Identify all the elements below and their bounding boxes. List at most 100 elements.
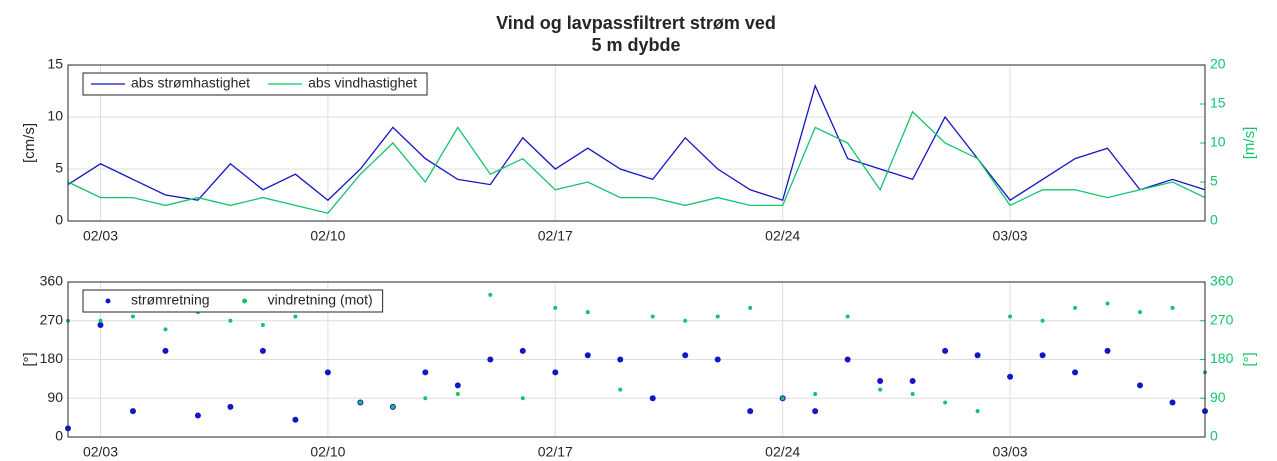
point [358, 400, 363, 405]
x-tick-label: 02/24 [765, 444, 800, 460]
point [227, 403, 234, 410]
point [878, 387, 883, 392]
point [975, 409, 980, 414]
point [454, 382, 461, 389]
y2-axis-label: [m/s] [1241, 127, 1258, 160]
y-tick-label: 0 [55, 428, 63, 444]
point [650, 314, 655, 319]
point [1169, 399, 1176, 406]
y2-tick-label: 90 [1210, 389, 1226, 405]
point [390, 404, 395, 409]
point [682, 352, 689, 359]
point [260, 323, 265, 328]
point [909, 378, 916, 385]
point [97, 322, 104, 329]
x-tick-label: 03/03 [993, 228, 1028, 244]
point [553, 305, 558, 310]
x-tick-label: 02/03 [83, 228, 118, 244]
point [812, 408, 819, 415]
point [1170, 305, 1175, 310]
legend-box [82, 72, 428, 96]
point [1072, 369, 1079, 376]
y2-tick-label: 270 [1210, 311, 1234, 327]
point [844, 356, 851, 363]
point [293, 314, 298, 319]
legend-label: strømretning [131, 292, 210, 308]
point [747, 408, 754, 415]
axes-box [67, 281, 1206, 438]
point [877, 378, 884, 385]
x-tick-label: 02/03 [83, 444, 118, 460]
x-tick-label: 02/10 [310, 444, 345, 460]
legend-label: abs strømhastighet [131, 75, 250, 91]
point [552, 369, 559, 376]
x-tick-label: 02/17 [538, 444, 573, 460]
point [649, 395, 656, 402]
point [813, 391, 818, 396]
y-tick-label: 10 [47, 108, 63, 124]
y2-tick-label: 0 [1210, 428, 1218, 444]
point [519, 347, 526, 354]
y-tick-label: 180 [40, 350, 64, 366]
title-line: Vind og lavpassfiltrert strøm ved [496, 13, 776, 33]
legend: abs strømhastighet abs vindhastighet [82, 72, 428, 96]
point [942, 347, 949, 354]
point [943, 400, 948, 405]
point [487, 356, 494, 363]
series-line [67, 83, 1206, 202]
y-tick-label: 15 [47, 56, 63, 72]
point [162, 347, 169, 354]
point [714, 356, 721, 363]
point [1007, 373, 1014, 380]
point [683, 318, 688, 323]
point [163, 327, 168, 332]
point [585, 310, 590, 315]
y-axis-label: [cm/s] [21, 123, 38, 163]
y2-tick-label: 360 [1210, 273, 1234, 289]
series-line [67, 110, 1206, 214]
point [1137, 382, 1144, 389]
y2-tick-label: 15 [1210, 95, 1226, 111]
legend: strømretning vindretning (mot) [82, 289, 384, 313]
point [488, 292, 493, 297]
point [455, 391, 460, 396]
axes-box [67, 64, 1206, 222]
y-tick-label: 5 [55, 160, 63, 176]
point [1008, 314, 1013, 319]
x-tick-label: 02/10 [310, 228, 345, 244]
legend-box [82, 289, 384, 313]
point [617, 356, 624, 363]
y2-tick-label: 10 [1210, 134, 1226, 150]
x-tick-label: 02/24 [765, 228, 800, 244]
point [618, 387, 623, 392]
point [520, 396, 525, 401]
y-tick-label: 360 [40, 273, 64, 289]
x-tick-label: 03/03 [993, 444, 1028, 460]
point [845, 314, 850, 319]
y-axis-label: [°] [21, 352, 38, 366]
point [422, 369, 429, 376]
point [1040, 318, 1045, 323]
y2-tick-label: 0 [1210, 212, 1218, 228]
y2-tick-label: 180 [1210, 350, 1234, 366]
legend-swatch [242, 298, 248, 304]
point [1039, 352, 1046, 359]
point [98, 318, 103, 323]
point [259, 347, 266, 354]
point [748, 305, 753, 310]
point [1138, 310, 1143, 315]
y2-tick-label: 20 [1210, 56, 1226, 72]
point [130, 314, 135, 319]
x-tick-label: 02/17 [538, 228, 573, 244]
point [423, 396, 428, 401]
point [584, 352, 591, 359]
point [1073, 305, 1078, 310]
y-tick-label: 90 [47, 389, 63, 405]
point [715, 314, 720, 319]
point [129, 408, 136, 415]
point [1104, 347, 1111, 354]
y2-axis-label: [°] [1241, 352, 1258, 366]
y-tick-label: 0 [55, 212, 63, 228]
point [974, 352, 981, 359]
